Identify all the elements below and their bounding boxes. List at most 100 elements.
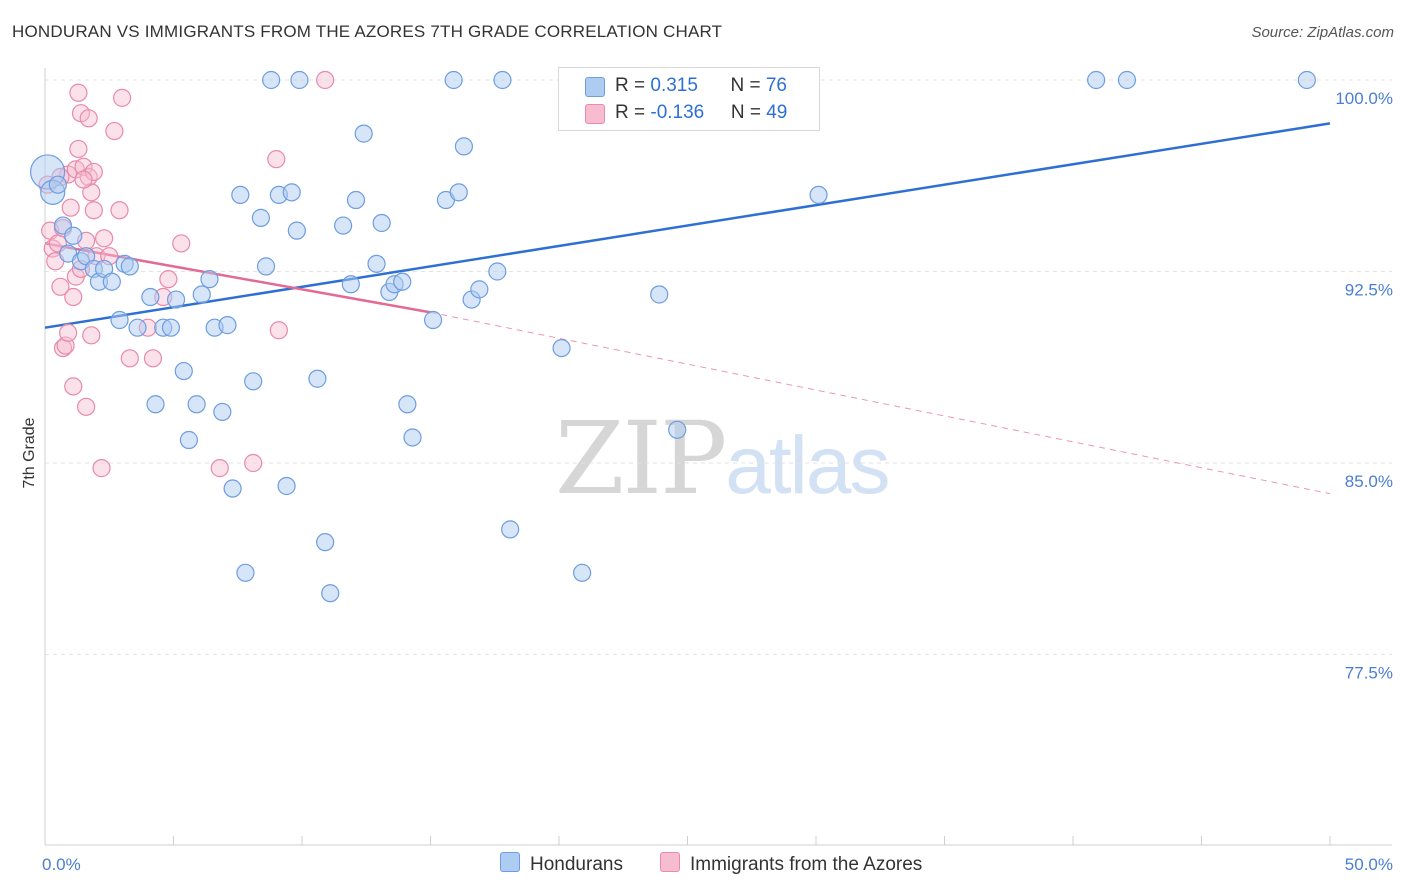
azores-point bbox=[69, 139, 88, 159]
watermark: ZIPatlas bbox=[555, 400, 891, 517]
azores-point bbox=[64, 377, 83, 396]
azores-point bbox=[210, 459, 229, 478]
azores-point bbox=[61, 198, 80, 217]
azores-point bbox=[143, 349, 163, 368]
honduran-point bbox=[454, 137, 474, 156]
honduran-point bbox=[449, 183, 468, 202]
honduran-point bbox=[282, 183, 301, 202]
legend-r-label: R = bbox=[615, 75, 651, 96]
azores-trend-extension bbox=[430, 311, 1331, 495]
tick-labels: 100.0% 92.5% 85.0% 77.5% 0.0% 50.0% bbox=[42, 89, 1393, 874]
honduran-point bbox=[573, 563, 592, 582]
honduran-point bbox=[1117, 70, 1137, 90]
azores-points bbox=[38, 70, 335, 478]
honduran-point bbox=[1297, 70, 1316, 90]
honduran-point bbox=[809, 185, 828, 204]
azores-point bbox=[69, 83, 88, 102]
azores-point bbox=[51, 277, 70, 296]
azores-point bbox=[269, 321, 288, 340]
azores-point bbox=[105, 121, 124, 141]
honduran-point bbox=[321, 584, 340, 603]
azores-trend-line bbox=[44, 242, 431, 314]
azores-point bbox=[172, 234, 191, 253]
azores-point bbox=[92, 459, 111, 478]
honduran-point bbox=[287, 221, 306, 240]
azores-point bbox=[77, 397, 96, 416]
y-tick-label: 92.5% bbox=[1345, 281, 1393, 300]
honduran-point bbox=[346, 190, 366, 210]
honduran-point bbox=[1087, 70, 1106, 90]
x-tick-label: 0.0% bbox=[42, 855, 81, 874]
honduran-point bbox=[354, 124, 373, 143]
honduran-point bbox=[223, 479, 242, 498]
honduran-point bbox=[218, 316, 237, 335]
bottom-swatch-pink bbox=[660, 852, 680, 872]
azores-point bbox=[84, 162, 103, 182]
azores-point bbox=[159, 270, 178, 289]
legend-n-label: N = bbox=[730, 102, 767, 123]
honduran-point bbox=[179, 430, 199, 450]
honduran-point bbox=[308, 369, 327, 388]
legend-r-value: -0.136 bbox=[650, 102, 705, 123]
y-tick-label: 77.5% bbox=[1345, 664, 1393, 683]
honduran-point bbox=[493, 70, 512, 90]
honduran-point bbox=[244, 372, 263, 391]
y-axis-label: 7th Grade bbox=[21, 417, 38, 488]
honduran-point bbox=[470, 280, 489, 299]
legend-n-value: 76 bbox=[765, 75, 787, 96]
honduran-point bbox=[367, 254, 386, 273]
azores-point bbox=[244, 453, 263, 473]
honduran-point bbox=[290, 70, 309, 90]
y-tick-label: 100.0% bbox=[1335, 89, 1393, 108]
stats-legend: R = 0.315 N = 76 R = -0.136 N = 49 bbox=[558, 67, 820, 131]
honduran-point bbox=[166, 290, 186, 309]
source-label: Source: ZipAtlas.com bbox=[1251, 24, 1394, 41]
honduran-point bbox=[650, 285, 669, 304]
legend-swatch-pink bbox=[585, 104, 605, 124]
azores-point bbox=[84, 201, 103, 220]
honduran-point bbox=[161, 318, 181, 337]
bottom-legend-azores: Immigrants from the Azores bbox=[660, 852, 922, 876]
x-tick-label: 50.0% bbox=[1345, 855, 1393, 874]
azores-point bbox=[79, 167, 98, 187]
honduran-point bbox=[110, 310, 129, 330]
legend-n-value: 49 bbox=[766, 102, 788, 123]
honduran-point bbox=[251, 208, 270, 227]
bottom-swatch-blue bbox=[500, 852, 520, 872]
azores-trend bbox=[44, 242, 1331, 495]
honduran-point bbox=[262, 70, 281, 90]
azores-point bbox=[64, 287, 83, 307]
honduran-point bbox=[120, 257, 139, 276]
azores-point bbox=[74, 157, 93, 176]
honduran-point bbox=[200, 270, 219, 289]
azores-point bbox=[112, 88, 132, 107]
honduran-point bbox=[236, 563, 255, 582]
honduran-point bbox=[192, 285, 211, 304]
honduran-point bbox=[334, 216, 353, 235]
y-tick-label: 85.0% bbox=[1345, 472, 1393, 491]
azores-point bbox=[95, 229, 114, 248]
honduran-point bbox=[277, 476, 296, 496]
bottom-legend-label: Hondurans bbox=[530, 854, 623, 875]
watermark-atlas: atlas bbox=[725, 420, 890, 511]
azores-point bbox=[316, 70, 335, 90]
honduran-point bbox=[231, 185, 250, 204]
legend-r-value: 0.315 bbox=[650, 75, 698, 96]
honduran-point bbox=[341, 275, 360, 294]
honduran-point bbox=[128, 318, 147, 337]
honduran-point bbox=[256, 257, 276, 276]
honduran-point bbox=[141, 287, 160, 307]
honduran-point bbox=[64, 226, 83, 245]
azores-point bbox=[110, 201, 129, 220]
honduran-point bbox=[501, 520, 520, 539]
legend-swatch-blue bbox=[585, 77, 605, 97]
azores-point bbox=[120, 349, 139, 368]
honduran-point bbox=[146, 395, 165, 414]
hondurans-trend-line bbox=[44, 122, 1331, 329]
honduran-point bbox=[668, 420, 687, 439]
honduran-point bbox=[316, 533, 335, 552]
azores-point bbox=[74, 170, 93, 189]
hondurans-trend bbox=[44, 122, 1331, 329]
legend-r-label: R = bbox=[615, 102, 651, 123]
